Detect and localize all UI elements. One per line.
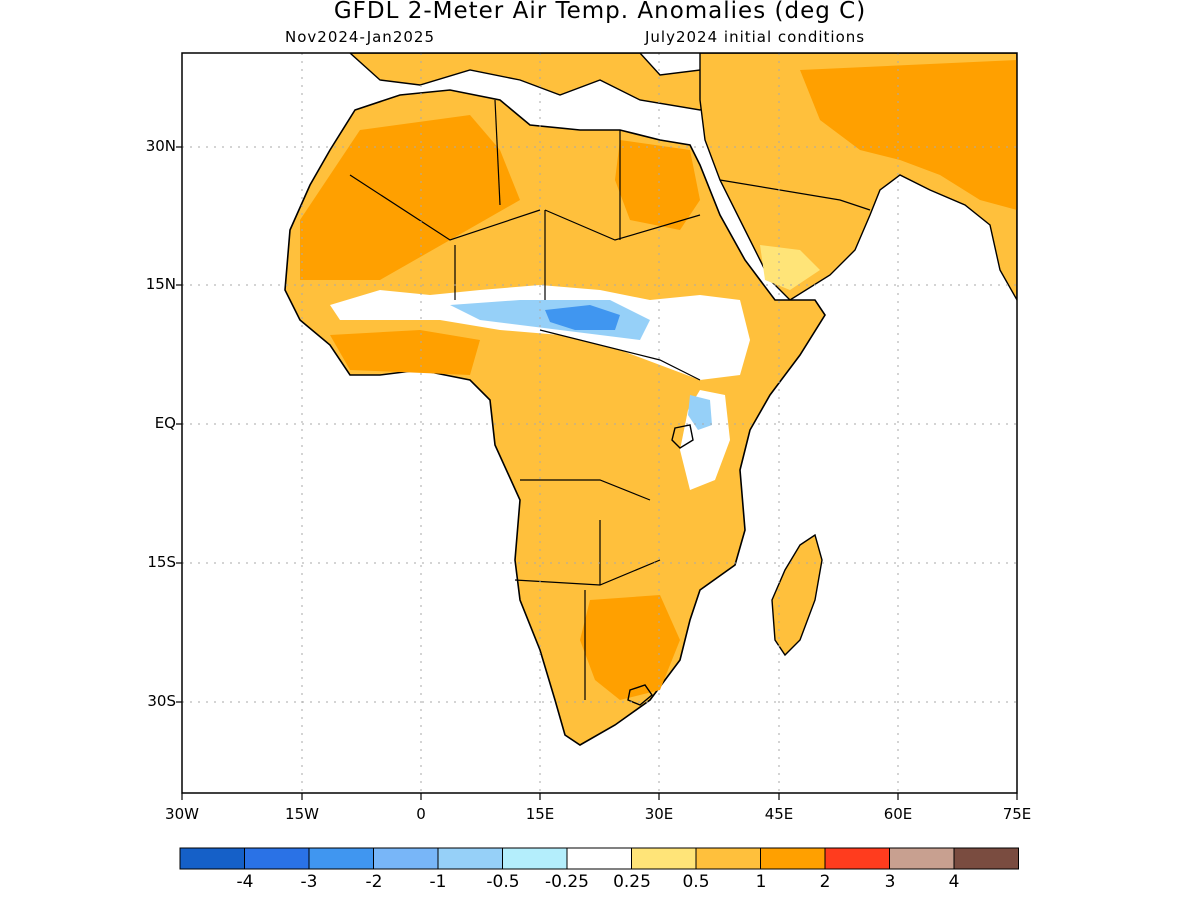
initial-conditions: July2024 initial conditions (645, 28, 866, 46)
colorbar-swatch (179, 847, 245, 870)
europe-land (348, 53, 721, 111)
colorbar-swatch (760, 847, 826, 870)
colorbar-label: 2 (819, 872, 831, 892)
lon-label-15e: 15E (525, 805, 555, 823)
colorbar-label: -2 (365, 872, 383, 892)
sahara-warm-area (300, 115, 520, 280)
map-title: GFDL 2-Meter Air Temp. Anomalies (deg C) (333, 0, 867, 24)
colorbar-swatch (695, 847, 761, 870)
colorbar-label: 3 (884, 872, 896, 892)
lat-label-15s: 15S (147, 553, 176, 571)
sahel-cooler-area (545, 305, 620, 330)
lat-label-15n: 15N (145, 275, 176, 293)
egypt-warm-area (615, 140, 700, 230)
tick-marks (176, 146, 1018, 800)
lake-victoria (671, 424, 694, 449)
colorbar-swatch (566, 847, 632, 870)
colorbar-label: 0.25 (613, 872, 651, 892)
gridlines (182, 53, 1017, 793)
map-frame (181, 52, 1018, 794)
lat-label-30s: 30S (147, 692, 176, 710)
colorbar-swatch (502, 847, 568, 870)
colorbar (179, 847, 1019, 870)
colorbar-label: 1 (755, 872, 767, 892)
lesotho-outline (627, 684, 653, 706)
map-plot-area (182, 53, 1017, 793)
madagascar-land (771, 533, 823, 657)
lon-label-30e: 30E (644, 805, 674, 823)
colorbar-swatch (953, 847, 1019, 870)
colorbar-swatch (437, 847, 503, 870)
lake-region-cool-area (688, 395, 712, 430)
colorbar-swatch (889, 847, 955, 870)
lon-label-75e: 75E (1002, 805, 1032, 823)
colorbar-swatch (631, 847, 697, 870)
lon-label-0: 0 (416, 805, 426, 823)
colorbar-swatch (244, 847, 310, 870)
country-borders (349, 99, 871, 700)
iran-warm-area (800, 60, 1017, 210)
lat-label-eq: EQ (154, 414, 176, 432)
colorbar-label: 4 (948, 872, 960, 892)
colorbar-label: -0.25 (545, 872, 589, 892)
lon-label-45e: 45E (764, 805, 794, 823)
southern-africa-warm-area (580, 595, 680, 700)
colorbar-label: 0.5 (682, 872, 710, 892)
lat-label-30n: 30N (145, 137, 176, 155)
arabia-neutral-patch (760, 245, 820, 290)
colorbar-label: -4 (236, 872, 254, 892)
colorbar-swatch (824, 847, 890, 870)
lon-label-15w: 15W (285, 805, 319, 823)
lon-label-30w: 30W (165, 805, 199, 823)
west-africa-warm-area (330, 330, 480, 375)
colorbar-swatch (308, 847, 374, 870)
colorbar-label: -1 (429, 872, 447, 892)
colorbar-swatch (373, 847, 439, 870)
colorbar-label: -0.5 (486, 872, 520, 892)
colorbar-label: -3 (300, 872, 318, 892)
lon-label-60e: 60E (883, 805, 913, 823)
forecast-period: Nov2024-Jan2025 (285, 28, 435, 46)
